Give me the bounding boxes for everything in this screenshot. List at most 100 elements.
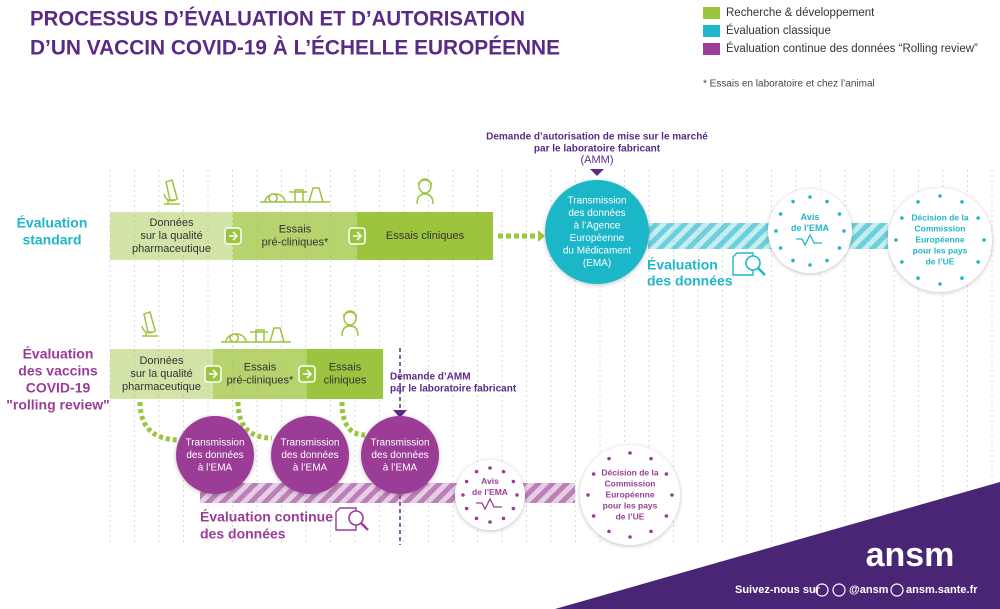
star: [900, 260, 904, 264]
transmission-label: Transmission: [567, 196, 626, 207]
star: [488, 466, 492, 470]
star: [501, 516, 506, 521]
icon-shape: [163, 179, 180, 205]
star: [791, 199, 795, 204]
evaluation-label: Évaluation continue: [200, 509, 333, 525]
badge-label: Européenne: [605, 489, 654, 499]
title-line: D’UN VACCIN COVID-19 À L’ÉCHELLE EUROPÉE…: [30, 37, 560, 60]
row-label: des vaccins: [18, 363, 98, 379]
star: [628, 535, 632, 539]
star: [837, 212, 842, 216]
transmission-label: Transmission: [185, 438, 244, 449]
step-label: sur la qualité: [140, 230, 202, 242]
legend-note: * Essais en laboratoire et chez l’animal: [703, 79, 875, 90]
star: [938, 194, 942, 198]
footer-band: [555, 482, 1000, 609]
star: [501, 469, 506, 474]
star: [894, 238, 898, 242]
transmission-circle: [176, 416, 254, 494]
globe-icon: [890, 583, 904, 597]
dotted-arrow: [339, 401, 366, 438]
star: [591, 472, 596, 476]
star: [488, 520, 492, 524]
star: [515, 493, 519, 497]
step-label: pré-cliniques*: [227, 374, 294, 386]
icon: [221, 327, 291, 343]
chevron-arrow: [303, 369, 313, 379]
step-box: [233, 212, 357, 260]
row-label: COVID-19: [26, 380, 91, 396]
icon: [341, 310, 359, 337]
step-label: pharmaceutique: [132, 243, 211, 255]
icon: [141, 311, 158, 337]
transmission-circle: [545, 180, 649, 284]
star: [774, 229, 778, 233]
social-icon: [815, 583, 829, 597]
step-box: [307, 349, 383, 399]
step-box: [110, 349, 213, 399]
star: [664, 514, 669, 518]
dotted-arrow: [137, 401, 181, 443]
star: [778, 246, 783, 250]
badge: [888, 188, 992, 292]
legend-label: Recherche & développement: [726, 7, 875, 19]
icon-shape: [260, 187, 330, 203]
star: [591, 514, 596, 518]
legend-swatch: [703, 25, 720, 37]
badge-label: Avis: [801, 212, 820, 222]
badge-label: Décision de la: [601, 467, 658, 477]
row-label: "rolling review": [6, 397, 110, 413]
step-label: cliniques: [324, 374, 367, 386]
star: [670, 493, 674, 497]
site: ansm.sante.fr: [906, 584, 978, 596]
request-label: Demande d’autorisation de mise sur le ma…: [486, 132, 708, 143]
evaluation-label: des données: [200, 526, 286, 542]
star: [837, 246, 842, 250]
transmission-circle: [361, 416, 439, 494]
star: [825, 258, 829, 263]
transmission-label: à l’EMA: [198, 463, 233, 474]
arrow-head: [538, 230, 545, 242]
follow-label: Suivez-nous sur: [735, 584, 821, 596]
badge-label: Européenne: [915, 234, 964, 244]
badge: [580, 445, 680, 545]
transmission-label: Transmission: [280, 438, 339, 449]
badge-label: Commission: [914, 223, 965, 233]
step-box: [110, 212, 233, 260]
star: [842, 229, 846, 233]
star: [982, 238, 986, 242]
step-label: Données: [139, 355, 184, 367]
star: [808, 195, 812, 199]
transmission-label: des données: [186, 450, 243, 461]
step-box: [357, 212, 493, 260]
step-label: Essais: [244, 361, 277, 373]
chevron-arrow: [229, 231, 239, 241]
star: [649, 456, 653, 461]
badge: [768, 189, 852, 273]
step-label: sur la qualité: [130, 368, 192, 380]
star: [464, 479, 469, 484]
transmission-label: à l’Agence: [574, 221, 621, 232]
star: [474, 469, 479, 474]
star: [464, 506, 469, 511]
badge: [455, 460, 525, 530]
badge-label: pour les pays: [603, 500, 658, 510]
star: [900, 216, 904, 220]
brand: ansm: [866, 536, 955, 574]
row-label: Évaluation: [23, 346, 94, 362]
transmission-label: Transmission: [370, 438, 429, 449]
handle: @ansm: [849, 584, 889, 596]
star: [916, 200, 920, 204]
icon-shape: [341, 310, 359, 337]
chevron-arrow: [209, 369, 219, 379]
star: [791, 258, 795, 263]
badge-label: de l’EMA: [791, 223, 830, 233]
step-label: pré-cliniques*: [262, 236, 329, 248]
star: [976, 216, 980, 220]
icon-shape: [141, 311, 158, 337]
step-label: Données: [149, 217, 194, 229]
badge-label: Commission: [604, 478, 655, 488]
